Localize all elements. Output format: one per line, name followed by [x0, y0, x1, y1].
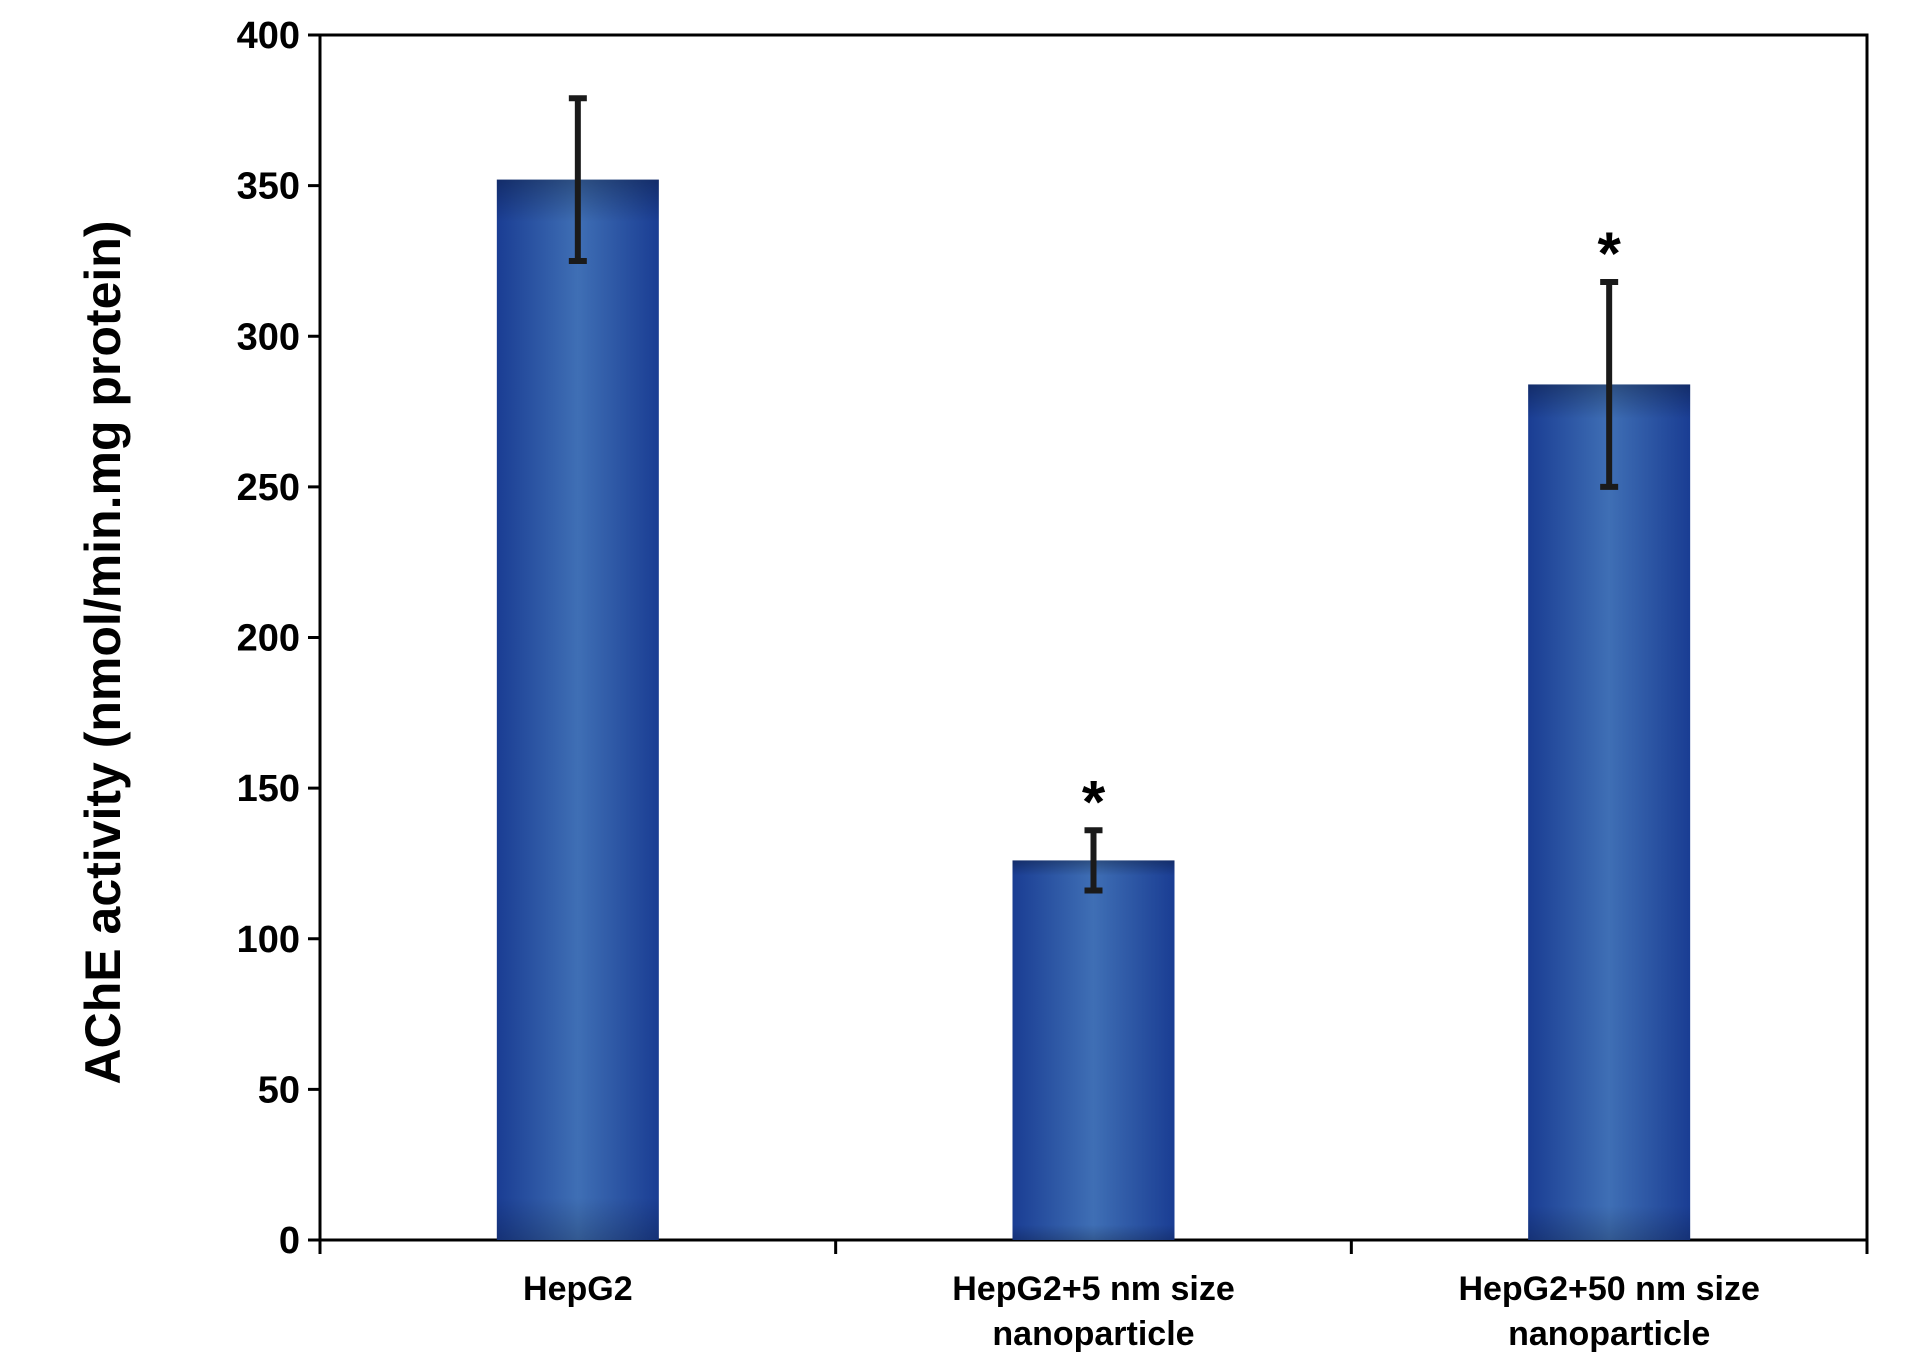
- x-category-label-line: HepG2+5 nm size: [952, 1270, 1235, 1308]
- bar-shade: [1528, 384, 1691, 1240]
- significance-mark: *: [1082, 768, 1106, 835]
- x-category-label-line: nanoparticle: [1508, 1315, 1710, 1353]
- x-category-label-line: HepG2+50 nm size: [1458, 1270, 1759, 1308]
- y-tick-label: 250: [237, 467, 300, 509]
- x-category-label: HepG2+50 nm size nanoparticle: [1458, 1270, 1759, 1353]
- y-axis-label: AChE activity (nmol/min.mg protein): [75, 221, 131, 1085]
- y-tick-label: 350: [237, 166, 300, 208]
- x-category-label: HepG2+5 nm size nanoparticle: [952, 1270, 1235, 1353]
- y-tick-label: 400: [237, 15, 300, 57]
- bar-shade: [496, 179, 659, 1241]
- y-tick-label: 150: [237, 768, 300, 810]
- y-tick-label: 50: [258, 1069, 300, 1111]
- x-category-label-line: HepG2: [523, 1270, 633, 1308]
- y-tick-label: 0: [279, 1220, 300, 1262]
- x-category-label-line: nanoparticle: [992, 1315, 1194, 1353]
- x-category-label: HepG2: [523, 1270, 633, 1308]
- y-tick-label: 100: [237, 919, 300, 961]
- y-tick-label: 300: [237, 316, 300, 358]
- bar-shade: [1012, 860, 1175, 1240]
- significance-mark: *: [1597, 220, 1621, 287]
- y-tick-label: 200: [237, 618, 300, 660]
